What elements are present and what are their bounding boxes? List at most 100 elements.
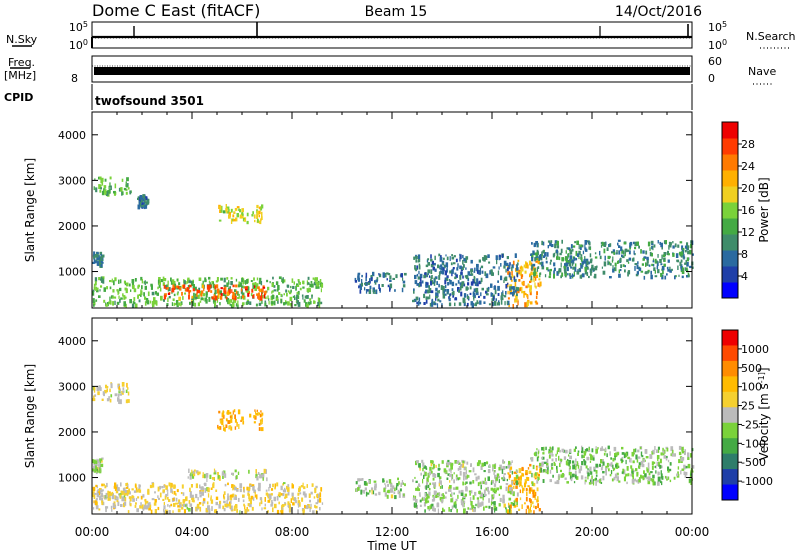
power-data-point-0	[126, 282, 129, 287]
power-data-point-0	[292, 295, 295, 298]
power-data-point-0	[242, 281, 244, 285]
vel-data-point-8	[586, 456, 590, 461]
vel-data-point-9	[415, 487, 418, 491]
power-data-point-0	[132, 284, 135, 290]
power-data-point-1	[207, 289, 210, 293]
power-data-point-8	[613, 268, 616, 271]
power-data-point-0	[268, 298, 270, 301]
power-data-point-8	[652, 258, 655, 262]
power-data-point-0	[134, 303, 138, 308]
power-data-point-9	[428, 285, 430, 290]
vel-data-point-0	[135, 487, 138, 492]
vel-data-point-8	[544, 461, 547, 464]
vel-data-point-7	[532, 489, 535, 494]
vel-data-point-0	[166, 496, 169, 500]
power-data-point-9	[444, 293, 447, 296]
vel-data-point-0	[207, 506, 209, 511]
power-data-point-1	[242, 295, 245, 299]
vel-data-point-9	[466, 474, 468, 479]
vel-data-point-8	[657, 449, 660, 453]
vel-data-point-8	[610, 462, 613, 467]
power-data-point-8	[683, 255, 685, 260]
vel-data-point-0	[163, 508, 165, 512]
vel-data-point-9	[438, 463, 440, 467]
power-data-point-5	[239, 214, 242, 219]
vel-data-point-8	[677, 466, 680, 470]
power-data-point-0	[178, 282, 181, 286]
vel-data-point-0	[297, 500, 301, 504]
vel-data-point-8	[574, 463, 577, 467]
vel-data-point-6	[384, 492, 387, 497]
vel-data-point-9	[423, 496, 425, 501]
power-data-point-6	[395, 274, 398, 279]
power-data-point-0	[239, 282, 243, 287]
vel-data-point-7	[507, 472, 510, 475]
power-data-point-0	[229, 286, 231, 289]
vel-data-point-8	[550, 450, 553, 453]
vel-data-point-5	[237, 409, 241, 415]
power-data-point-8	[596, 265, 598, 268]
vel-data-point-9	[463, 460, 466, 464]
power-data-point-8	[686, 257, 689, 262]
vel-data-point-0	[186, 507, 189, 510]
vel-data-point-9	[451, 505, 454, 510]
vel-data-point-8	[638, 477, 641, 481]
vel-y-tick-3000: 3000	[58, 380, 86, 393]
power-data-point-8	[584, 244, 586, 249]
vel-data-point-7	[533, 505, 535, 508]
power-data-point-9	[438, 253, 441, 257]
vel-data-point-8	[683, 464, 686, 470]
vel-data-point-6	[360, 489, 363, 495]
power-data-point-0	[137, 295, 139, 299]
vel-data-point-9	[434, 482, 437, 487]
vel-data-point-3	[105, 384, 108, 389]
vel-data-point-0	[232, 493, 235, 498]
vel-data-point-9	[439, 477, 441, 482]
vel-cbar-tick-5: -100	[741, 437, 766, 450]
power-data-point-0	[242, 285, 245, 289]
vel-data-point-8	[664, 475, 667, 479]
vel-data-point-4	[262, 477, 264, 481]
power-data-point-9	[417, 276, 421, 280]
vel-data-point-8	[590, 455, 593, 461]
vel-data-point-9	[425, 466, 427, 470]
power-data-point-6	[386, 272, 389, 275]
vel-data-point-0	[242, 494, 245, 498]
power-data-point-8	[566, 266, 569, 272]
power-data-point-0	[278, 276, 282, 280]
power-data-point-4	[144, 205, 146, 209]
power-data-point-1	[197, 290, 200, 294]
vel-data-point-6	[397, 489, 400, 495]
power-data-point-8	[564, 271, 567, 276]
power-data-point-9	[460, 286, 462, 291]
power-data-point-8	[654, 258, 657, 264]
vel-data-point-8	[689, 478, 691, 483]
vel-data-point-0	[242, 499, 245, 503]
vel-data-point-0	[170, 483, 173, 488]
vel-data-point-0	[243, 503, 245, 507]
vel-data-point-0	[311, 483, 314, 487]
vel-data-point-6	[401, 480, 404, 485]
power-data-point-0	[230, 299, 233, 303]
vel-data-point-9	[480, 465, 483, 470]
vel-data-point-0	[244, 505, 246, 510]
power-data-point-0	[106, 304, 109, 307]
freq-unit: [MHz]	[4, 69, 36, 82]
vel-data-point-0	[110, 505, 113, 509]
power-data-point-7	[539, 281, 542, 287]
vel-data-point-9	[497, 473, 499, 478]
vel-data-point-7	[513, 482, 516, 486]
vel-data-point-1	[101, 489, 104, 492]
power-data-point-9	[482, 257, 484, 261]
power-data-point-0	[307, 301, 311, 306]
vel-data-point-9	[423, 501, 426, 507]
power-data-point-0	[160, 295, 163, 301]
vel-data-point-8	[625, 459, 627, 465]
vel-data-point-8	[640, 475, 643, 479]
vel-data-point-0	[285, 493, 288, 498]
vel-data-point-0	[227, 482, 229, 486]
power-data-point-6	[358, 277, 361, 282]
power-data-point-7	[539, 283, 541, 288]
vel-data-point-5	[253, 415, 256, 419]
power-data-point-8	[634, 263, 638, 266]
